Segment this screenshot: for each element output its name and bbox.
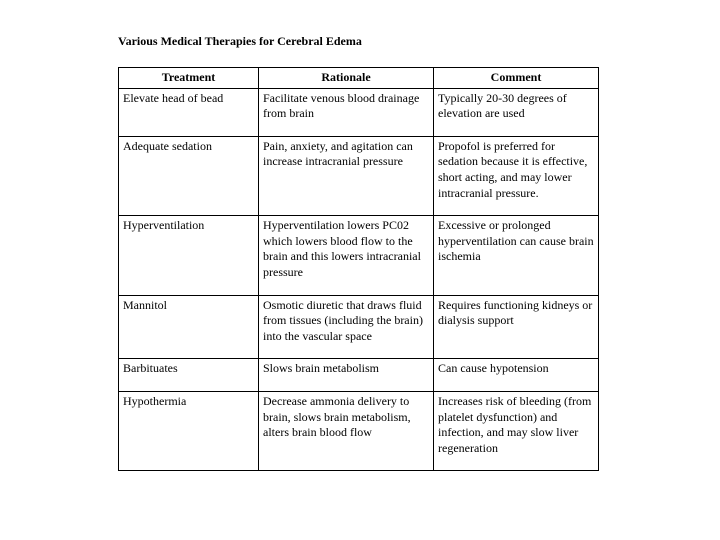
cell-comment: Typically 20-30 degrees of elevation are…	[434, 88, 599, 136]
table-row: Hypothermia Decrease ammonia delivery to…	[119, 391, 599, 470]
cell-rationale: Osmotic diuretic that draws fluid from t…	[259, 295, 434, 359]
therapies-table: Treatment Rationale Comment Elevate head…	[118, 67, 599, 471]
cell-rationale: Slows brain metabolism	[259, 359, 434, 392]
cell-comment: Propofol is preferred for sedation becau…	[434, 136, 599, 215]
cell-comment: Increases risk of bleeding (from platele…	[434, 391, 599, 470]
cell-rationale: Pain, anxiety, and agitation can increas…	[259, 136, 434, 215]
table-row: Hyperventilation Hyperventilation lowers…	[119, 216, 599, 295]
col-header-rationale: Rationale	[259, 68, 434, 89]
cell-rationale: Decrease ammonia delivery to brain, slow…	[259, 391, 434, 470]
cell-treatment: Hypothermia	[119, 391, 259, 470]
col-header-treatment: Treatment	[119, 68, 259, 89]
cell-treatment: Barbituates	[119, 359, 259, 392]
cell-comment: Excessive or prolonged hyperventilation …	[434, 216, 599, 295]
table-row: Mannitol Osmotic diuretic that draws flu…	[119, 295, 599, 359]
table-row: Elevate head of bead Facilitate venous b…	[119, 88, 599, 136]
document-page: Various Medical Therapies for Cerebral E…	[0, 0, 720, 471]
table-row: Adequate sedation Pain, anxiety, and agi…	[119, 136, 599, 215]
cell-comment: Can cause hypotension	[434, 359, 599, 392]
cell-rationale: Hyperventilation lowers PC02 which lower…	[259, 216, 434, 295]
cell-treatment: Mannitol	[119, 295, 259, 359]
cell-treatment: Adequate sedation	[119, 136, 259, 215]
cell-treatment: Hyperventilation	[119, 216, 259, 295]
cell-comment: Requires functioning kidneys or dialysis…	[434, 295, 599, 359]
table-header-row: Treatment Rationale Comment	[119, 68, 599, 89]
cell-treatment: Elevate head of bead	[119, 88, 259, 136]
table-row: Barbituates Slows brain metabolism Can c…	[119, 359, 599, 392]
col-header-comment: Comment	[434, 68, 599, 89]
page-title: Various Medical Therapies for Cerebral E…	[118, 34, 660, 49]
cell-rationale: Facilitate venous blood drainage from br…	[259, 88, 434, 136]
